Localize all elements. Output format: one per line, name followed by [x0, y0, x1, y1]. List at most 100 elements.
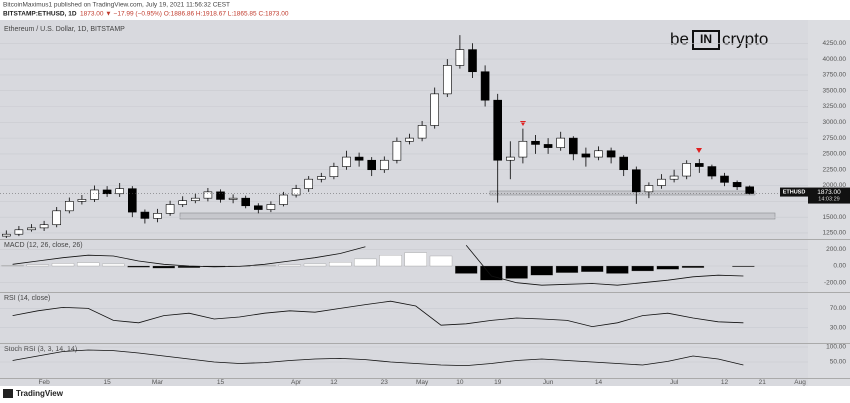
- histogram-bar: [681, 265, 705, 268]
- histogram-bar: [26, 264, 49, 267]
- candle-body: [644, 185, 654, 193]
- y-tick-label: 2000.00: [823, 182, 847, 189]
- footer: TradingView: [16, 389, 64, 398]
- candle-body: [216, 191, 225, 200]
- x-tick-label: 19: [494, 379, 502, 386]
- y-tick-label: 0.00: [833, 263, 846, 270]
- candle-body: [14, 229, 24, 235]
- histogram-bar: [631, 265, 654, 272]
- y-tick-label: 1500.00: [823, 214, 847, 221]
- candle-body: [405, 137, 414, 142]
- candle-body: [241, 197, 250, 207]
- candle-body: [707, 166, 717, 177]
- candle-body: [493, 99, 503, 161]
- histogram-bar: [51, 263, 75, 267]
- candle-body: [342, 156, 351, 167]
- candle-body: [619, 156, 629, 171]
- y-tick-label: 2500.00: [823, 151, 847, 158]
- x-tick-label: 12: [330, 379, 338, 386]
- candle-body: [430, 93, 440, 126]
- histogram-bar: [127, 265, 150, 268]
- y-tick-label: 100.00: [826, 344, 846, 351]
- histogram-bar: [429, 255, 453, 267]
- histogram-bar: [455, 265, 478, 274]
- y-tick-label: 1250.00: [823, 230, 847, 237]
- symbol: BITSTAMP:ETHUSD, 1D: [3, 11, 77, 18]
- candle-body: [329, 166, 339, 177]
- candle-body: [279, 194, 288, 205]
- candle-body: [77, 199, 87, 202]
- candle-body: [316, 176, 326, 180]
- y-tick-label: 30.00: [830, 324, 847, 331]
- candle-body: [90, 189, 99, 200]
- candle-body: [191, 197, 200, 202]
- candle-body: [745, 186, 755, 194]
- candle-body: [367, 159, 377, 171]
- marker: [696, 148, 702, 153]
- candle-body: [115, 188, 124, 195]
- x-tick-label: Jul: [670, 379, 679, 386]
- logo-box: [692, 30, 720, 50]
- x-tick-label: 15: [217, 379, 225, 386]
- candle-body: [556, 137, 566, 148]
- y-tick-label: 3250.00: [823, 103, 847, 110]
- candle-body: [468, 49, 477, 73]
- candle-body: [140, 211, 150, 219]
- candle-body: [102, 189, 112, 195]
- candle-body: [354, 156, 364, 161]
- support-zone: [179, 212, 776, 220]
- candle-body: [379, 159, 389, 171]
- candle-body: [392, 140, 402, 161]
- candle-body: [27, 227, 36, 231]
- histogram-bar: [152, 265, 175, 269]
- y-tick-label: -200.00: [824, 279, 846, 286]
- histogram-bar: [354, 258, 377, 267]
- histogram-bar: [303, 263, 327, 267]
- candle-body: [254, 205, 263, 210]
- candle-body: [39, 224, 49, 229]
- x-tick-label: Aug: [794, 379, 806, 386]
- candle-body: [417, 125, 427, 139]
- candle-body: [304, 178, 314, 189]
- histogram-bar: [102, 263, 125, 267]
- y-tick-label: 3000.00: [823, 119, 847, 126]
- y-tick-label: 4000.00: [823, 56, 847, 63]
- candle-body: [165, 204, 175, 214]
- candle-body: [581, 153, 591, 158]
- x-tick-label: 15: [103, 379, 111, 386]
- x-tick-label: Feb: [38, 379, 50, 386]
- candle-body: [594, 150, 603, 158]
- candle-body: [52, 210, 62, 226]
- histogram-bar: [530, 265, 553, 276]
- logo-text: crypto: [722, 29, 768, 48]
- candle-body: [732, 182, 742, 188]
- candle-body: [228, 197, 238, 200]
- candle-body: [128, 188, 137, 213]
- candle-body: [505, 156, 515, 161]
- y-tick-label: 2750.00: [823, 135, 847, 142]
- support-zone: [489, 190, 756, 196]
- histogram-bar: [732, 265, 755, 267]
- logo: be IN crypto: [670, 29, 768, 50]
- histogram-bar: [404, 252, 427, 267]
- y-tick-label: 50.00: [830, 359, 847, 366]
- candle-body: [694, 163, 704, 167]
- candle-body: [657, 178, 666, 186]
- candle-body: [266, 204, 276, 210]
- histogram-bar: [656, 265, 679, 270]
- candle-body: [568, 137, 578, 155]
- indicator-line: [12, 349, 744, 367]
- logo-text: IN: [700, 32, 712, 46]
- candle-body: [203, 191, 213, 199]
- x-tick-label: 14: [595, 379, 603, 386]
- candle-body: [178, 200, 187, 205]
- price-tag-countdown: 14:03:29: [818, 197, 839, 203]
- histogram-bar: [581, 265, 604, 272]
- x-tick-label: 23: [381, 379, 389, 386]
- x-tick-label: 21: [759, 379, 767, 386]
- pane-title: RSI (14, close): [4, 295, 50, 302]
- pane-title: Ethereum / U.S. Dollar, 1D, BITSTAMP: [4, 26, 125, 33]
- candle-body: [518, 140, 528, 158]
- price-tag-symbol: ETHUSD: [783, 190, 806, 196]
